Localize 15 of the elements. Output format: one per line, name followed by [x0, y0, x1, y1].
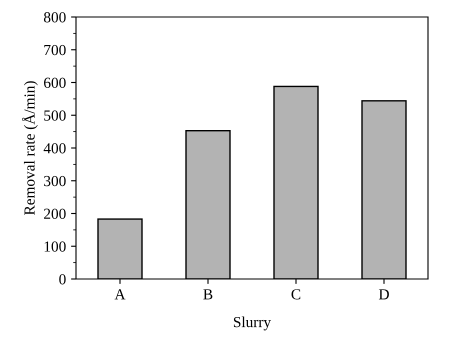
- x-tick-label: C: [292, 289, 300, 300]
- x-tick-label: A: [114, 289, 126, 300]
- x-tick-label: B: [203, 289, 212, 300]
- y-tick-label: 400: [44, 143, 66, 154]
- y-tick-label: 100: [44, 241, 66, 252]
- y-tick-label: 800: [44, 12, 66, 22]
- y-tick-label: 500: [44, 110, 66, 121]
- y-tick-label: 0: [59, 274, 66, 284]
- y-axis-title: Removal rate (Å/min): [22, 81, 38, 216]
- x-axis-title: Slurry: [234, 316, 272, 330]
- y-tick-label: 300: [44, 176, 66, 186]
- y-tick-label: 200: [44, 208, 66, 219]
- x-tick-label: D: [378, 289, 389, 300]
- y-tick-label: 600: [44, 78, 66, 88]
- y-tick-label: 700: [44, 44, 66, 56]
